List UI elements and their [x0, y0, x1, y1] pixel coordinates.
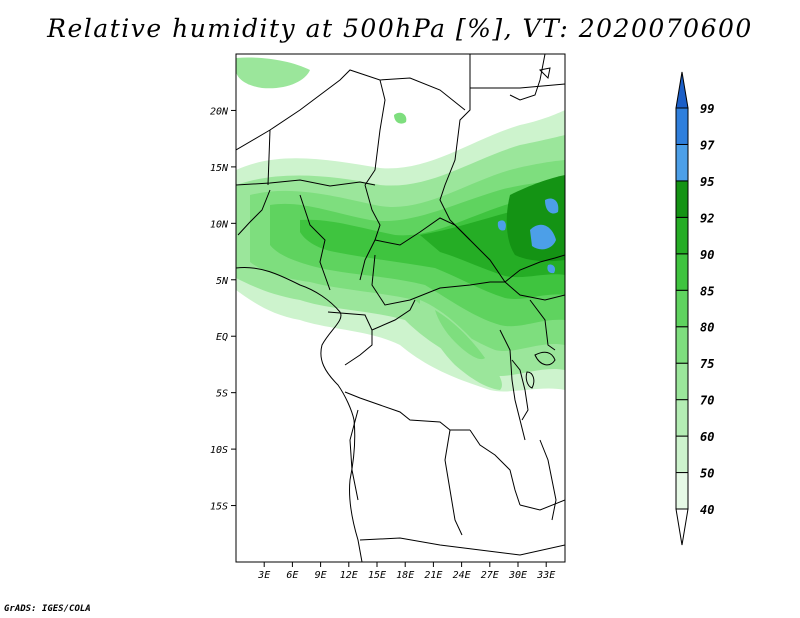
- colorbar-segment: [675, 435, 689, 474]
- lat-tick-label: 15S: [210, 502, 228, 513]
- lat-tick-label: EQ: [216, 332, 228, 343]
- colorbar-label: 90: [700, 248, 714, 262]
- latitude-axis: 20N 15N 10N 5N EQ 5S 10S 15S: [210, 106, 236, 513]
- lat-tick-label: 5S: [216, 389, 228, 400]
- lon-tick-label: 33E: [536, 570, 555, 581]
- colorbar-label: 70: [700, 394, 714, 408]
- colorbar-label: 60: [700, 430, 714, 444]
- colorbar-label: 85: [700, 284, 714, 298]
- colorbar-segment: [675, 472, 689, 510]
- colorbar-label: 50: [700, 467, 714, 481]
- colorbar-segment: [675, 143, 689, 182]
- lon-tick-label: 30E: [508, 570, 527, 581]
- colorbar-segment: [675, 253, 689, 291]
- colorbar-segment: [675, 180, 689, 218]
- lat-tick-label: 10N: [210, 219, 229, 230]
- lat-tick-label: 5N: [216, 276, 229, 287]
- longitude-axis: 3E 6E 9E 12E 15E 18E 21E 24E 27E 30E 33E: [257, 562, 555, 581]
- map-frame: [235, 53, 566, 563]
- lon-tick-label: 18E: [396, 570, 414, 581]
- lon-tick-label: 6E: [286, 570, 298, 581]
- colorbar-label: 92: [700, 211, 714, 225]
- colorbar-segment: [675, 289, 689, 328]
- colorbar-segment: [675, 216, 689, 255]
- lon-tick-label: 21E: [424, 570, 442, 581]
- colorbar-segment: [675, 326, 689, 364]
- lon-tick-label: 27E: [481, 570, 499, 581]
- colorbar-label: 75: [700, 357, 714, 371]
- lon-tick-label: 12E: [340, 570, 358, 581]
- lon-tick-label: 9E: [315, 570, 327, 581]
- colorbar-label: 40: [700, 503, 714, 517]
- colorbar-bottom-arrow: [675, 508, 689, 546]
- lon-tick-label: 24E: [453, 570, 471, 581]
- lon-tick-label: 3E: [257, 570, 270, 581]
- colorbar-label: 97: [700, 138, 715, 152]
- credit-text: GrADS: IGES/COLA: [4, 604, 91, 614]
- colorbar-top-arrow: [675, 71, 689, 109]
- country-borders: [236, 54, 565, 562]
- colorbar-segment: [675, 107, 689, 145]
- colorbar-label: 95: [700, 175, 714, 189]
- colorbar-label: 99: [700, 102, 714, 116]
- lat-tick-label: 20N: [210, 106, 229, 117]
- colorbar: 40 50 60 70 75 80 85 90 92 95 97 99: [675, 71, 715, 546]
- chart-title: Relative humidity at 500hPa [%], VT: 202…: [47, 14, 753, 43]
- lat-tick-label: 15N: [210, 163, 229, 174]
- colorbar-label: 80: [700, 321, 714, 335]
- lon-tick-label: 15E: [368, 570, 386, 581]
- colorbar-segment: [675, 399, 689, 437]
- colorbar-segment: [675, 362, 689, 401]
- lat-tick-label: 10S: [210, 445, 228, 456]
